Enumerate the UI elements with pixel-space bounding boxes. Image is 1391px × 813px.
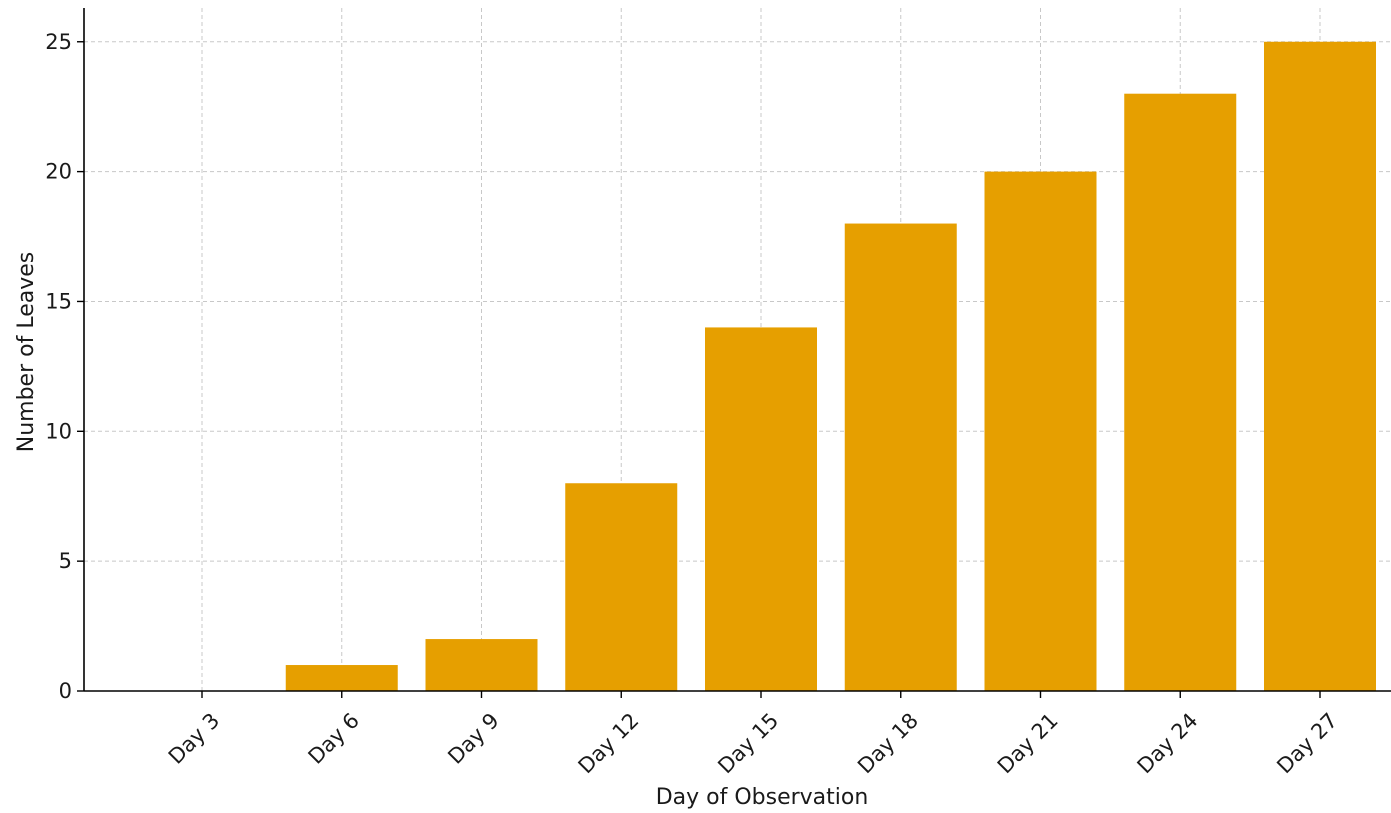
x-tick-label: Day 6 — [304, 708, 364, 768]
y-axis-title: Number of Leaves — [14, 252, 39, 452]
x-tick-label: Day 24 — [1133, 708, 1203, 778]
x-axis-title: Day of Observation — [656, 785, 869, 810]
x-tick-label: Day 18 — [853, 708, 923, 778]
bar — [1124, 93, 1237, 691]
y-tick-label: 15 — [45, 289, 72, 313]
x-tick-label: Day 9 — [443, 708, 503, 768]
bar — [565, 483, 678, 691]
x-axis-ticks: Day 3 Day 6 Day 9 Day 12 Day 15 Day 18 Day 21 D… — [164, 691, 1342, 778]
bars — [285, 41, 1376, 692]
bar — [1264, 41, 1376, 692]
x-tick-label: Day 15 — [713, 708, 783, 778]
bar — [425, 639, 538, 691]
bar — [984, 171, 1097, 691]
bar — [285, 665, 398, 691]
axes — [83, 8, 1391, 692]
y-tick-label: 10 — [45, 419, 72, 443]
y-tick-label: 0 — [59, 679, 72, 703]
x-tick-label: Day 12 — [574, 708, 644, 778]
bar — [705, 327, 817, 691]
x-tick-label: Day 27 — [1272, 708, 1342, 778]
y-tick-label: 25 — [45, 30, 72, 54]
y-axis-ticks: 0 5 10 15 20 25 — [45, 30, 84, 703]
bar — [844, 223, 957, 691]
y-tick-label: 5 — [59, 549, 72, 573]
x-tick-label: Day 3 — [164, 708, 224, 768]
x-tick-label: Day 21 — [993, 708, 1063, 778]
y-tick-label: 20 — [45, 160, 72, 184]
